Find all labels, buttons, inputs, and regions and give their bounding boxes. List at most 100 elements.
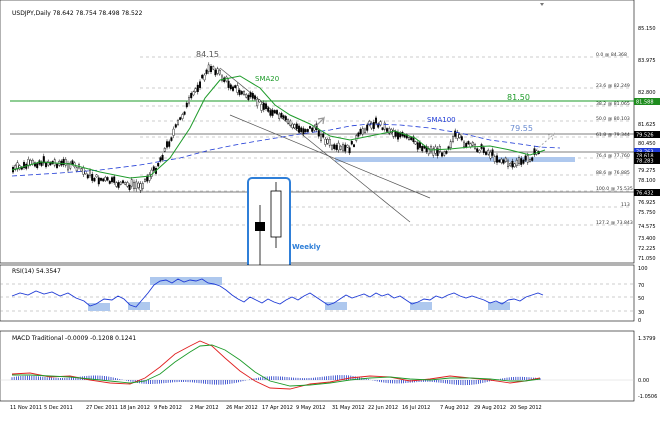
candle-body [242, 91, 245, 95]
peak-price-label: 84.15 [196, 50, 219, 59]
price-tick: 85.150 [638, 26, 656, 32]
candle-body [432, 148, 435, 156]
price-tick: 72.225 [638, 246, 656, 252]
candle-body [62, 158, 65, 166]
rsi-title: RSI(14) 54.3547 [12, 268, 61, 275]
candle-body [271, 109, 274, 116]
candle-body [306, 129, 309, 132]
candle-body [238, 89, 241, 95]
macd-main-line[interactable] [11, 340, 541, 390]
fib-label: 50.0 @ 80.103 [596, 116, 630, 122]
candle-body [504, 157, 507, 162]
candle-body [326, 139, 329, 144]
channel-upper-line[interactable] [219, 67, 411, 223]
fib-label: 38.2 @ 81.065 [596, 101, 630, 107]
candle-body [454, 130, 457, 137]
candle-body [445, 150, 448, 154]
candle-body [414, 141, 417, 145]
candle-body [220, 75, 223, 81]
candle-body [337, 142, 340, 151]
price-marker: 78.283 [636, 159, 654, 165]
candle-body [201, 74, 204, 79]
time-tick: 18 Jan 2012 [120, 405, 150, 411]
candle-body [493, 156, 496, 162]
candle-body [500, 158, 503, 163]
candle-body [273, 110, 276, 114]
candle-body [425, 146, 428, 152]
candle-body [165, 141, 168, 148]
candle-body [366, 124, 369, 131]
candle-body [236, 85, 239, 93]
price-marker: 79.526 [636, 133, 654, 139]
candle-body [491, 149, 494, 156]
rsi-line[interactable] [11, 278, 544, 308]
candle-body [229, 84, 232, 90]
candle-body [375, 117, 378, 124]
candle-body [265, 103, 268, 109]
macd-title: MACD Traditional -0.0009 -0.1208 0.1241 [12, 335, 136, 342]
sma20-line[interactable] [11, 75, 546, 179]
candle-body [110, 177, 113, 183]
candle-body [498, 159, 501, 163]
candle-body [179, 117, 182, 120]
candle-body [515, 159, 518, 166]
candle-body [256, 98, 259, 107]
macd-tick: -1.0506 [638, 394, 657, 400]
main-price-pane: USDJPY,Daily 78.642 78.754 78.498 78.522… [0, 0, 660, 276]
candle-body [157, 163, 160, 167]
candle-body [196, 84, 199, 92]
candle-body [456, 132, 459, 139]
candle-body [485, 151, 488, 155]
candle-body [209, 66, 212, 73]
price-marker: 81.588 [636, 100, 654, 106]
time-tick: 11 Nov 2011 [10, 405, 42, 411]
candle-body [227, 80, 230, 88]
candle-body [159, 157, 162, 162]
price-tick: 79.275 [638, 168, 656, 174]
shift-marker-icon[interactable] [540, 3, 544, 6]
rsi-axis: 100 70 50 30 0 [638, 266, 648, 324]
weekly-inset: Weekly [247, 177, 321, 276]
candle-body [377, 123, 380, 128]
candle-body [174, 124, 177, 128]
time-tick: 16 Jul 2012 [402, 405, 430, 411]
price-axis[interactable]: 85.150 83.975 82.800 81.625 80.450 79.27… [638, 26, 656, 262]
candle-body [267, 107, 270, 112]
candle-body [344, 144, 347, 152]
candle-body [104, 176, 107, 181]
candle-body [240, 91, 243, 95]
candle-body [168, 141, 171, 147]
candle-body [513, 163, 516, 167]
candle-body [370, 122, 373, 129]
candle-body [47, 160, 50, 166]
candle-body [487, 149, 490, 155]
time-tick: 31 May 2012 [332, 405, 365, 411]
candle-body [383, 122, 386, 130]
candle-body [36, 163, 39, 169]
weekly-bull-candle [270, 190, 282, 238]
candle-body [522, 159, 525, 164]
candle-body [524, 155, 527, 161]
candle-body [322, 133, 325, 138]
candle-body [143, 178, 146, 182]
price-marker: 78.618 [636, 154, 654, 160]
candle-body [531, 157, 534, 161]
candle-body [97, 177, 100, 185]
channel-lower-line[interactable] [229, 114, 431, 199]
time-tick: 22 Jun 2012 [368, 405, 398, 411]
candle-body [14, 165, 17, 170]
candle-body [304, 129, 307, 133]
candle-body [361, 128, 364, 135]
candle-body [106, 177, 109, 181]
time-axis[interactable]: 11 Nov 2011 5 Dec 2011 27 Dec 2011 18 Ja… [10, 405, 542, 411]
candle-body [245, 93, 248, 98]
candle-body [388, 128, 391, 134]
candle-body [482, 147, 485, 153]
candle-body [416, 142, 419, 150]
candle-body [520, 158, 523, 165]
sma100-line[interactable] [11, 123, 561, 177]
candle-body [333, 144, 336, 149]
macd-signal-line[interactable] [12, 344, 541, 387]
candle-body [476, 148, 479, 152]
